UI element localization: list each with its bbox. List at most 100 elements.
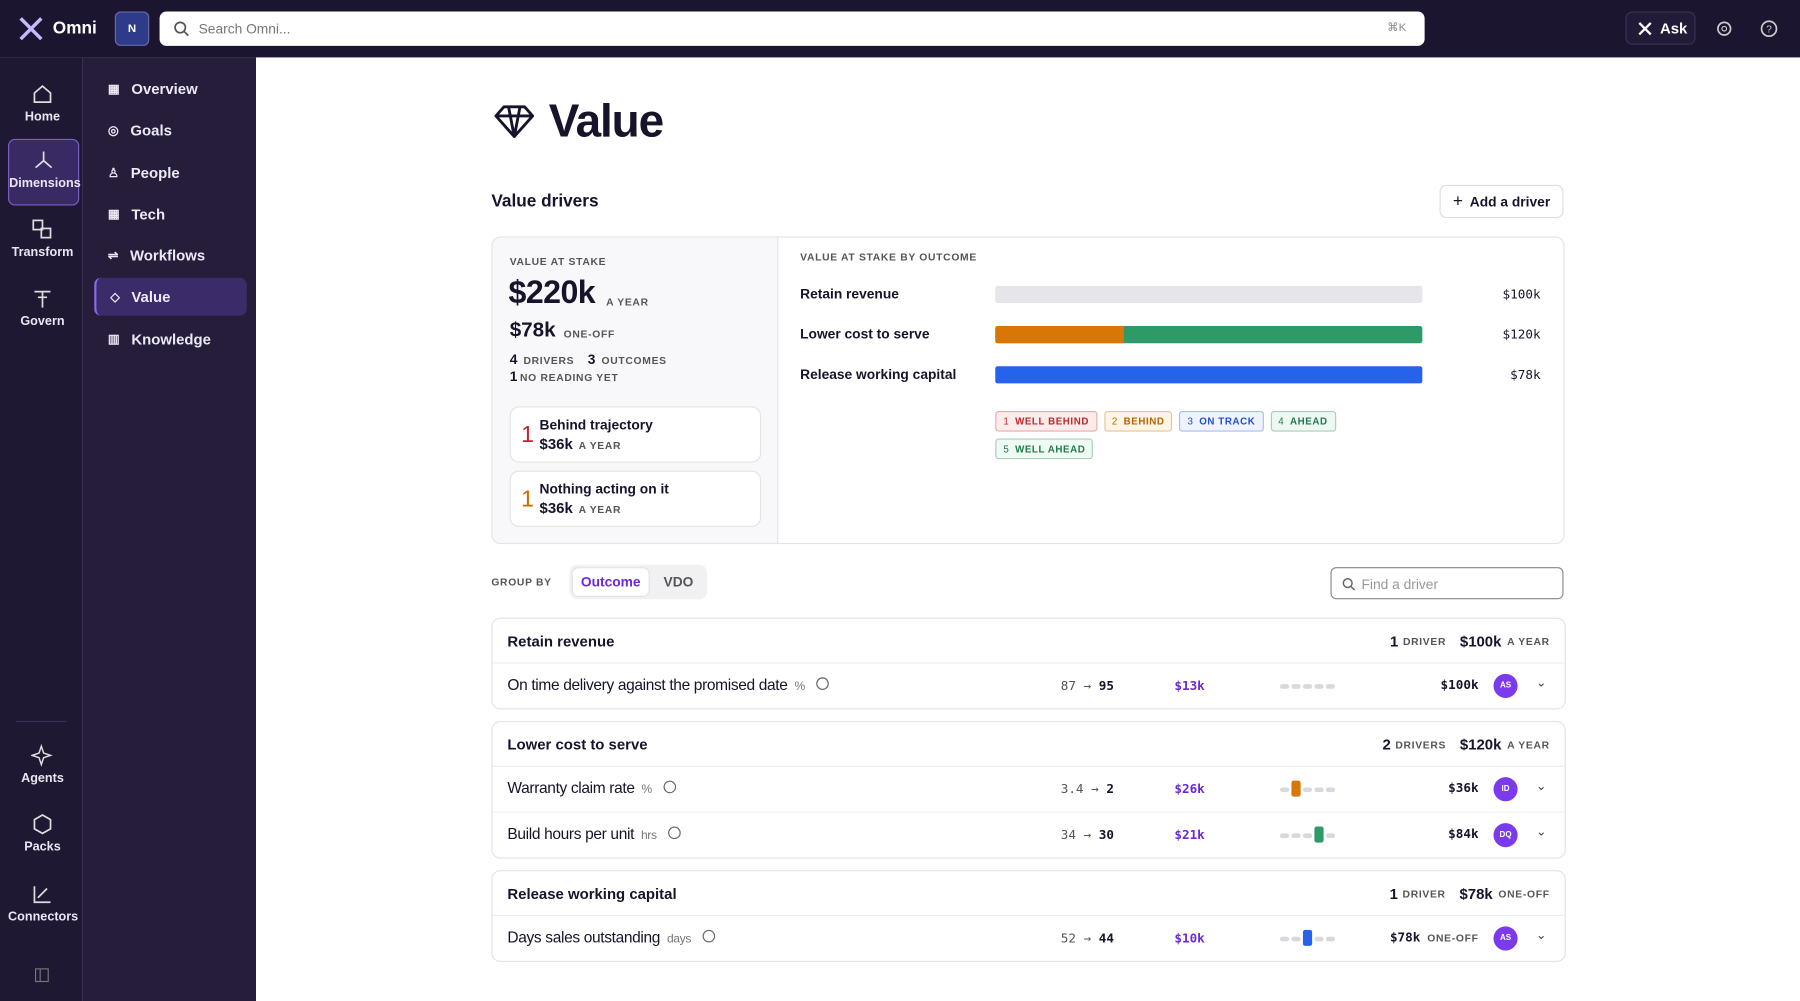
option-active[interactable]: Outcome — [571, 567, 650, 597]
nav-item[interactable]: ▥ Knowledge — [107, 330, 211, 348]
group-name: Retain revenue — [507, 631, 615, 650]
group-name: Lower cost to serve — [507, 735, 648, 753]
settings-icon[interactable] — [1715, 20, 1733, 38]
rail-label: Transform — [11, 245, 74, 260]
group-count: 1 — [1390, 631, 1399, 650]
period: ONE-OFF — [563, 328, 615, 340]
trajectory-dot — [1279, 936, 1290, 942]
from: 34 — [1060, 827, 1076, 843]
reading: 87 → 95 — [1061, 678, 1114, 693]
sidebar: ▦ Overview ◎ Goals ♙ People ▦ Tech ⇌ Workflow… — [82, 57, 256, 1001]
search-icon — [174, 21, 189, 37]
nav-item[interactable]: ◎ Goals — [107, 121, 172, 139]
icon — [30, 743, 53, 767]
chevron[interactable]: ⌄ — [1535, 779, 1547, 794]
search-box[interactable]: Search Omni... ⌘K — [159, 11, 1425, 46]
rail-item[interactable]: Home — [8, 73, 77, 137]
icon — [33, 84, 52, 104]
trajectory-dot — [1314, 787, 1324, 793]
group-count-label: DRIVER — [1402, 888, 1446, 901]
nav-item[interactable]: ♙ People — [107, 164, 180, 182]
trajectory-dot — [1314, 826, 1324, 843]
workspace-button[interactable]: N — [114, 11, 150, 46]
reading: 34 → 30 — [1061, 828, 1114, 843]
nav-item[interactable]: ▦ Overview — [107, 80, 198, 98]
card-count: 1 — [521, 486, 534, 512]
legend-pill: 4 AHEAD — [1270, 410, 1336, 432]
driver-row[interactable]: Build hours per unit hrs 34 → 30 $21k $84k DQ… — [492, 813, 1564, 858]
driver-name: Days sales outstanding — [507, 928, 661, 946]
from: 87 — [1060, 678, 1076, 694]
rail-item[interactable]: Govern — [8, 278, 77, 342]
driver-name: Warranty claim rate — [507, 779, 635, 797]
driver-unit: % — [641, 782, 653, 797]
to: 95 — [1098, 678, 1114, 694]
ask-button[interactable]: Ask — [1625, 11, 1696, 45]
legend: 1 WELL BEHIND 2 BEHIND 3 ON TRACK 4 AHEAD 5 WELL … — [995, 410, 1362, 460]
option[interactable]: VDO — [663, 573, 694, 591]
icon — [32, 219, 52, 239]
search-icon — [1342, 578, 1356, 591]
add-driver-button[interactable]: + Add a driver — [1439, 184, 1564, 219]
status-card[interactable]: 1 Behind trajectory $36k A YEAR — [509, 406, 762, 463]
driver-row[interactable]: On time delivery against the promised da… — [492, 664, 1564, 709]
button-label: Add a driver — [1469, 193, 1551, 210]
one-off-value: $78k — [509, 317, 556, 341]
bar-segment — [995, 326, 1124, 344]
nav-item[interactable]: ▦ Tech — [107, 205, 166, 223]
driver-row[interactable]: Days sales outstanding days 52 → 44 $10k $78… — [492, 916, 1564, 961]
label: VALUE AT STAKE — [509, 255, 607, 268]
placeholder: Find a driver — [1361, 576, 1439, 593]
driver-name: Build hours per unit — [507, 825, 635, 843]
page-title: Value — [548, 96, 664, 147]
impact: $21k — [1174, 827, 1205, 843]
status-card[interactable]: 1 Nothing acting on it $36k A YEAR — [509, 470, 762, 527]
group-value: $120k — [1459, 735, 1502, 753]
count: 4 — [509, 351, 518, 368]
card-period: A YEAR — [578, 503, 622, 516]
rail-item[interactable]: Agents — [8, 735, 77, 799]
driver-unit: days — [666, 932, 692, 946]
legend-label: ON TRACK — [1199, 415, 1256, 428]
search-placeholder: Search Omni... — [198, 20, 291, 37]
value-icon — [494, 105, 535, 139]
icon — [33, 886, 51, 904]
trajectory-dot — [1302, 833, 1313, 839]
rail-item[interactable]: Packs — [8, 804, 77, 868]
trajectory-dot — [1325, 787, 1336, 793]
rail-item[interactable]: Transform — [8, 209, 77, 273]
group-count-label: DRIVERS — [1395, 739, 1447, 751]
count-label: NO READING YET — [520, 371, 619, 384]
legend-pill: 2 BEHIND — [1103, 410, 1173, 432]
group-card: Retain revenue 1 DRIVER $100k A YEAR On time … — [491, 617, 1566, 710]
impact: $10k — [1174, 930, 1205, 946]
rail-item[interactable]: Connectors — [8, 874, 78, 938]
collapse-icon[interactable] — [34, 968, 49, 983]
ask-icon — [1638, 21, 1652, 35]
driver-row[interactable]: Warranty claim rate% 3.4 → 2 $26k $36k ID ⌄ — [492, 767, 1565, 813]
nav-item[interactable]: ⇌ Workflows — [107, 246, 206, 265]
svg-text:?: ? — [1766, 25, 1772, 36]
rail-item-active[interactable]: Dimensions — [8, 138, 81, 206]
icon — [33, 814, 52, 835]
group-count: 1 — [1389, 884, 1398, 902]
info-icon — [668, 826, 681, 840]
avatar: DQ — [1493, 823, 1518, 848]
group-value: $78k — [1459, 884, 1493, 902]
chevron[interactable]: ⌄ — [1535, 676, 1547, 690]
info-icon — [663, 780, 677, 794]
chevron[interactable]: ⌄ — [1535, 928, 1547, 943]
trajectory-dot — [1302, 684, 1313, 689]
logo — [19, 17, 43, 41]
count-label: DRIVERS — [523, 354, 575, 367]
rail-label: Agents — [21, 771, 64, 786]
find-input[interactable]: Find a driver — [1330, 567, 1564, 600]
help-icon[interactable]: ? — [1760, 20, 1778, 38]
legend-num: 2 — [1111, 415, 1118, 428]
nav-item-active[interactable]: ◇ Value — [94, 277, 247, 316]
driver-unit: hrs — [640, 828, 657, 843]
trajectory-dot — [1302, 787, 1313, 793]
chevron[interactable]: ⌄ — [1535, 825, 1547, 840]
outcome-bar — [995, 326, 1423, 344]
